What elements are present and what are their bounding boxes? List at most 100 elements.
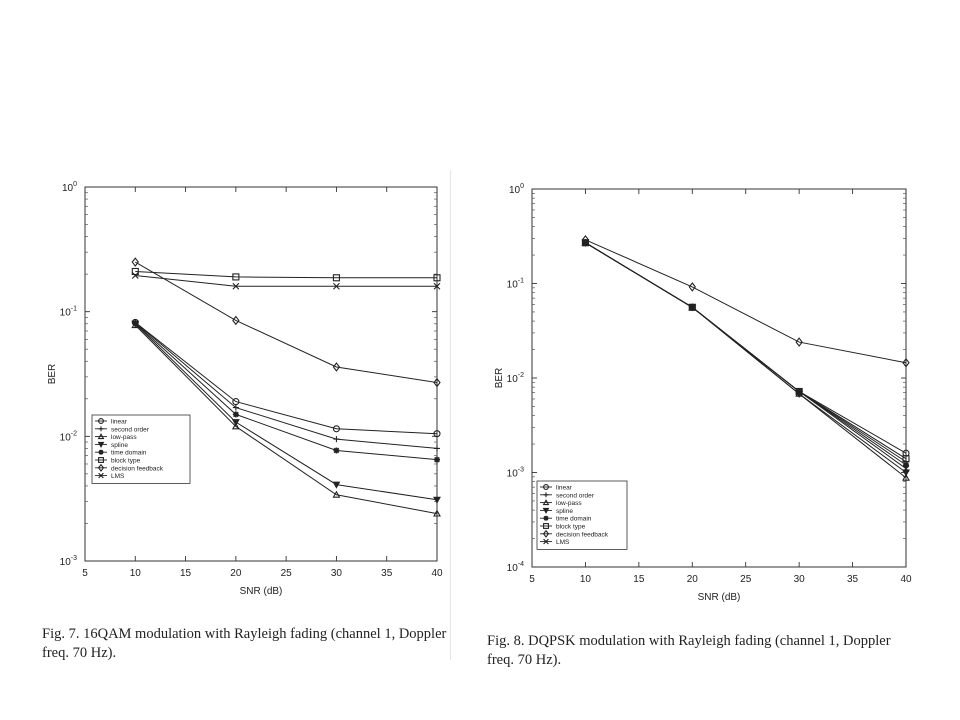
fig7-legend-marker-linear <box>98 418 104 424</box>
fig7-ylabel: BER <box>47 364 58 385</box>
fig8-point-LMS <box>688 303 696 311</box>
fig8-series-line-low-pass <box>585 242 907 479</box>
fig8-legend-label: linear <box>556 485 573 492</box>
fig8-point-block-type <box>688 303 696 311</box>
fig7-xlabel: SNR (dB) <box>240 586 283 597</box>
fig8-point-low-pass <box>902 473 910 481</box>
fig8-ylabel: BER <box>494 368 505 389</box>
fig8-point-LMS <box>582 239 589 247</box>
fig8-series-line-spline <box>585 242 907 473</box>
fig7-legend-marker-second-order <box>98 426 104 432</box>
fig8-legend-label: low-pass <box>556 500 582 507</box>
fig7-ytick-label: 10-3 <box>60 555 77 568</box>
fig8-caption: Fig. 8. DQPSK modulation with Rayleigh f… <box>487 633 891 668</box>
fig8-xtick-label: 20 <box>687 574 699 585</box>
fig8-series-line-decision-feedback <box>585 239 907 364</box>
fig8-legend-label: block type <box>556 524 586 531</box>
fig8-legend-marker-decision-feedback <box>542 529 550 538</box>
fig8-ytick-exponent: 0 <box>520 183 524 190</box>
fig8-ytick-label: 10-2 <box>507 372 524 385</box>
fig7-ytick-exponent: -3 <box>71 555 77 562</box>
fig8-xtick-label: 40 <box>900 574 912 585</box>
fig7-point-second-order <box>333 436 340 443</box>
fig7-series-line-time-domain <box>134 322 438 461</box>
fig7-legend-label: block type <box>111 458 141 465</box>
fig7-point-time-domain <box>132 320 139 327</box>
fig8-ytick-label: 10-3 <box>507 467 524 480</box>
fig7-legend-label: low-pass <box>111 434 137 441</box>
fig8-xtick-label: 10 <box>580 574 592 585</box>
fig8-point-block-type <box>795 387 803 396</box>
fig7-point-time-domain <box>434 456 440 463</box>
fig7-point-block-type <box>433 274 441 282</box>
fig8-point-LMS <box>902 465 910 472</box>
fig7-legend-label: time domain <box>111 450 147 457</box>
fig8-point-block-type <box>902 455 910 463</box>
fig7-legend-box <box>91 414 191 484</box>
fig7-ytick-label: 10-1 <box>60 306 77 319</box>
fig7-point-time-domain <box>232 411 239 418</box>
fig7-series-line-linear <box>134 322 438 435</box>
fig7-ytick-exponent: 0 <box>73 181 77 188</box>
fig8-legend-marker-block-type <box>543 523 549 529</box>
fig8-point-decision-feedback <box>581 235 590 245</box>
fig7-series-line-LMS <box>135 275 437 287</box>
fig7-xtick-label: 35 <box>381 568 393 579</box>
fig7-xtick-label: 5 <box>82 568 88 579</box>
fig8-ytick-label: 10-4 <box>507 561 524 574</box>
fig8-xtick-label: 5 <box>529 574 535 585</box>
fig7-point-linear <box>433 430 441 438</box>
fig7-series-line-decision-feedback <box>135 261 438 384</box>
fig7-point-spline <box>433 496 441 504</box>
fig8-ytick-exponent: -1 <box>518 278 524 285</box>
fig7-point-decision-feedback <box>433 377 441 388</box>
fig7-plot-frame <box>84 186 438 562</box>
fig7-point-LMS <box>333 282 340 290</box>
fig7-point-spline <box>332 481 341 489</box>
fig8-ytick-exponent: -4 <box>518 561 524 568</box>
fig7-point-low-pass <box>231 422 240 430</box>
fig7-xtick-label: 15 <box>180 568 192 579</box>
fig7-ytick-label: 100 <box>62 181 77 194</box>
fig8-legend-label: second order <box>556 492 595 499</box>
fig7-series-line-low-pass <box>134 324 438 515</box>
fig7-point-block-type <box>232 273 240 281</box>
fig7-legend-marker-LMS <box>98 472 104 479</box>
fig8-legend-marker-LMS <box>543 538 549 545</box>
fig8-legend-marker-spline <box>542 507 550 514</box>
fig8-point-block-type <box>581 239 589 247</box>
fig8-legend-label: decision feedback <box>556 531 609 538</box>
fig8-ytick-label: 100 <box>509 183 524 196</box>
fig7-legend-label: LMS <box>111 473 125 480</box>
fig7-point-time-domain <box>333 447 340 454</box>
fig7-series-line-block-type <box>135 270 437 279</box>
fig7-point-LMS <box>131 272 139 279</box>
fig8-point-decision-feedback <box>795 337 803 347</box>
fig7-point-low-pass <box>433 509 441 517</box>
fig7-legend-marker-time-domain <box>98 449 104 455</box>
fig7-point-low-pass <box>332 490 341 498</box>
fig7-point-LMS <box>232 282 240 290</box>
figure-divider <box>450 170 451 660</box>
fig7-point-linear <box>332 425 340 433</box>
fig7-ytick-exponent: -1 <box>71 306 77 313</box>
fig7-series-line-second-order <box>134 322 438 449</box>
fig7-legend-marker-low-pass <box>97 433 105 440</box>
fig7-legend-label: second order <box>111 426 150 433</box>
fig8-series-line-LMS <box>585 242 907 469</box>
fig8-legend-box <box>536 480 628 550</box>
fig8-legend-label: LMS <box>556 539 570 546</box>
fig7-xtick-label: 20 <box>230 568 242 579</box>
fig8-legend-label: time domain <box>556 516 592 523</box>
fig8-chart: 100 10-1 10-2 10-3 10-4 5 10 15 20 25 30 35 40 SNR (d… <box>494 183 912 603</box>
fig7-point-block-type <box>332 274 340 282</box>
fig8-xtick-label: 15 <box>633 574 645 585</box>
fig8-ytick-exponent: -2 <box>518 372 524 379</box>
fig8-ytick-exponent: -3 <box>518 467 524 474</box>
fig7-xtick-label: 10 <box>130 568 142 579</box>
fig7-point-decision-feedback <box>232 315 240 326</box>
fig7-point-linear <box>232 398 240 406</box>
fig7-point-block-type <box>131 267 139 276</box>
fig7-point-second-order <box>232 404 239 411</box>
